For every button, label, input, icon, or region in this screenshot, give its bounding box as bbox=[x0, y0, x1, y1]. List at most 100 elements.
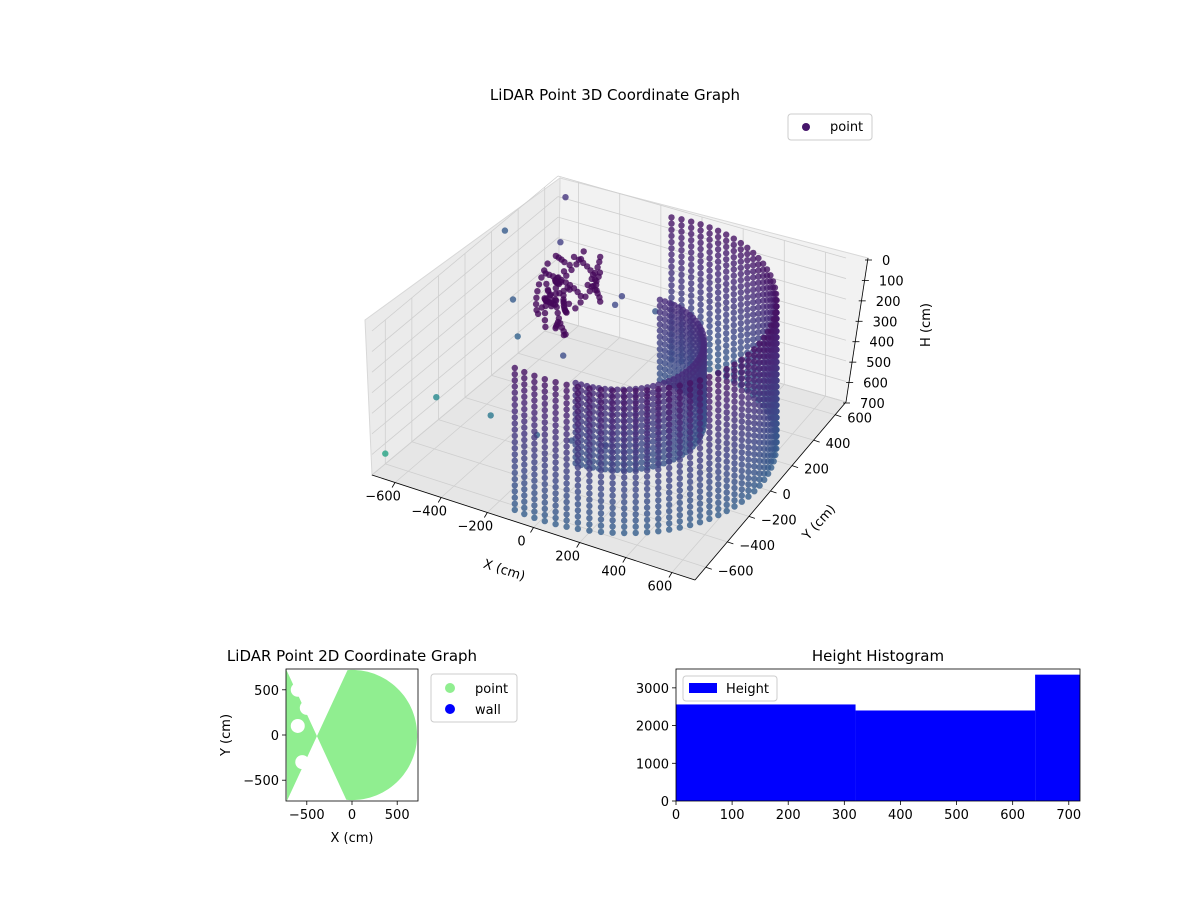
point-3d bbox=[609, 473, 616, 481]
point-3d bbox=[511, 469, 518, 477]
point-3d bbox=[761, 421, 768, 428]
point-3d bbox=[621, 529, 628, 537]
point-3d bbox=[756, 389, 763, 397]
y-tick-label: 1000 bbox=[636, 757, 669, 772]
z-axis-line bbox=[845, 257, 869, 403]
point-3d bbox=[586, 465, 593, 473]
point-3d bbox=[723, 348, 730, 355]
point-3d bbox=[761, 353, 768, 360]
chart-histogram: Height Histogram 0 100 200 300 400 500 600 7000… bbox=[636, 647, 1081, 823]
point-3d bbox=[668, 288, 675, 295]
point-3d bbox=[714, 344, 722, 352]
grid-line-z-side bbox=[371, 319, 559, 476]
point-3d bbox=[611, 301, 619, 308]
point-3d bbox=[574, 451, 582, 458]
point-3d bbox=[706, 441, 713, 448]
point-3d bbox=[706, 386, 713, 393]
point-3d bbox=[531, 465, 538, 472]
point-3d bbox=[655, 509, 662, 516]
point-3d bbox=[511, 395, 518, 403]
point-3d bbox=[632, 406, 639, 413]
point-3d bbox=[686, 484, 694, 492]
point-3d bbox=[563, 449, 570, 456]
point-3d bbox=[632, 523, 639, 530]
point-3d bbox=[738, 498, 745, 505]
point-3d bbox=[676, 400, 683, 408]
point-3d bbox=[511, 432, 518, 440]
point-3d bbox=[531, 496, 538, 503]
point-3d bbox=[730, 278, 737, 286]
point-3d bbox=[770, 316, 777, 323]
point-3d bbox=[706, 373, 713, 381]
point-3d bbox=[738, 492, 745, 499]
point-3d bbox=[655, 416, 662, 424]
point-3d bbox=[706, 503, 713, 510]
point-3d bbox=[574, 470, 582, 477]
point-3d bbox=[744, 287, 751, 295]
point-3d bbox=[715, 382, 722, 389]
point-3d bbox=[738, 424, 745, 431]
point-3d bbox=[621, 492, 628, 500]
z-tick-label: 400 bbox=[869, 336, 894, 351]
point-3d bbox=[688, 249, 695, 256]
point-3d bbox=[626, 411, 633, 418]
point-3d bbox=[521, 424, 528, 431]
point-3d bbox=[552, 520, 559, 528]
point-3d bbox=[626, 417, 633, 424]
point-3d bbox=[715, 499, 722, 506]
point-3d bbox=[531, 378, 538, 386]
point-3d bbox=[706, 273, 713, 280]
point-3d bbox=[755, 261, 762, 268]
point-3d bbox=[632, 474, 639, 481]
point-3d bbox=[541, 400, 548, 408]
histogram-bar bbox=[855, 710, 1036, 801]
point-3d bbox=[676, 524, 683, 531]
point-3d bbox=[714, 363, 722, 370]
x-tick-mark bbox=[668, 572, 673, 578]
point-3d bbox=[655, 381, 662, 388]
point-3d bbox=[723, 237, 730, 244]
point-3d bbox=[715, 474, 722, 482]
point-3d bbox=[696, 482, 704, 489]
point-3d bbox=[755, 310, 762, 317]
point-3d bbox=[433, 394, 440, 401]
point-3d bbox=[521, 473, 528, 481]
point-3d bbox=[751, 426, 758, 433]
point-3d bbox=[656, 333, 664, 340]
point-3d bbox=[761, 439, 768, 446]
point-3d bbox=[696, 444, 704, 452]
point-3d bbox=[661, 372, 669, 379]
point-3d bbox=[511, 445, 518, 452]
point-3d bbox=[750, 311, 757, 318]
point-3d bbox=[686, 503, 694, 510]
point-3d bbox=[632, 449, 639, 456]
point-3d bbox=[731, 373, 738, 381]
point-3d bbox=[678, 240, 685, 248]
point-3d bbox=[511, 500, 518, 507]
point-3d bbox=[723, 489, 730, 496]
point-3d bbox=[655, 441, 662, 448]
point-3d bbox=[756, 451, 763, 458]
point-3d bbox=[563, 474, 570, 481]
point-3d bbox=[666, 446, 673, 453]
point-3d bbox=[655, 447, 662, 455]
point-3d bbox=[661, 341, 669, 348]
point-3d bbox=[730, 340, 737, 347]
z-tick-label: 200 bbox=[876, 295, 901, 310]
z-tick-label: 0 bbox=[882, 254, 890, 269]
point-3d bbox=[563, 480, 570, 487]
point-3d bbox=[697, 245, 704, 253]
x-tick-label: 200 bbox=[776, 808, 801, 823]
point-3d bbox=[660, 460, 667, 467]
point-3d bbox=[597, 442, 605, 449]
point-3d bbox=[715, 437, 722, 445]
grid-line-z-side bbox=[371, 278, 559, 435]
y-tick-mark bbox=[705, 566, 712, 570]
point-3d bbox=[552, 252, 560, 260]
legend-label-point: point bbox=[830, 120, 863, 135]
point-3d bbox=[723, 390, 730, 397]
point-3d bbox=[714, 357, 722, 364]
point-3d bbox=[731, 416, 738, 424]
point-3d bbox=[632, 437, 639, 444]
point-3d bbox=[715, 400, 722, 408]
